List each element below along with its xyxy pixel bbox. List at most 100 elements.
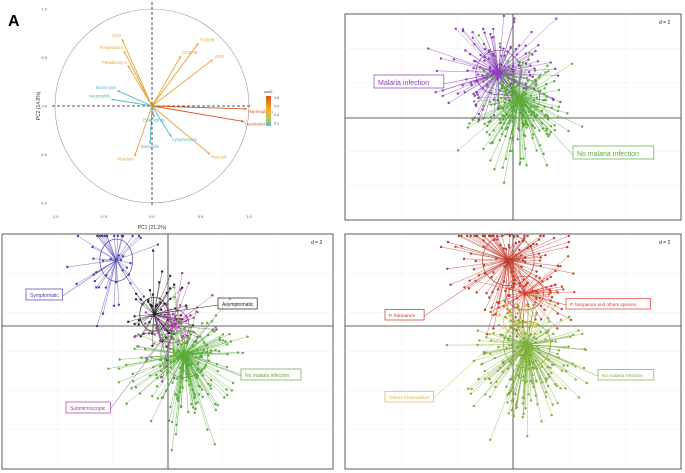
data-point bbox=[117, 367, 121, 370]
star-line bbox=[184, 311, 197, 355]
data-point bbox=[474, 103, 477, 106]
data-point bbox=[521, 259, 525, 262]
data-point bbox=[439, 245, 443, 249]
data-point bbox=[216, 369, 219, 373]
data-point bbox=[526, 234, 529, 238]
data-point bbox=[170, 449, 174, 452]
star-line bbox=[508, 242, 517, 261]
star-line bbox=[469, 260, 509, 281]
star-line bbox=[524, 293, 529, 305]
data-point bbox=[182, 327, 186, 330]
data-point bbox=[172, 347, 175, 350]
loading-arrow bbox=[116, 90, 153, 107]
group-label-box bbox=[384, 309, 425, 321]
data-point bbox=[133, 315, 136, 318]
data-point bbox=[461, 29, 465, 33]
star-line bbox=[527, 344, 585, 369]
data-point bbox=[472, 404, 476, 408]
star-line bbox=[526, 344, 532, 401]
data-point bbox=[535, 82, 538, 86]
star-line bbox=[113, 260, 117, 306]
data-point bbox=[516, 303, 519, 306]
data-point bbox=[477, 96, 481, 99]
data-point bbox=[553, 283, 557, 287]
star-line bbox=[508, 240, 524, 261]
data-point bbox=[538, 129, 541, 132]
data-point bbox=[517, 64, 521, 67]
star-line bbox=[116, 237, 141, 261]
data-point bbox=[536, 291, 540, 295]
data-point bbox=[467, 287, 471, 290]
data-point bbox=[582, 366, 586, 370]
data-point bbox=[472, 92, 475, 96]
star-line bbox=[486, 260, 509, 335]
data-point bbox=[457, 234, 461, 238]
data-point bbox=[542, 152, 545, 156]
star-line bbox=[518, 70, 536, 98]
star-line bbox=[508, 241, 520, 261]
data-point bbox=[163, 358, 167, 361]
star-line bbox=[472, 97, 520, 120]
data-point bbox=[534, 294, 538, 297]
star-line bbox=[184, 353, 203, 358]
data-point bbox=[521, 239, 525, 243]
star-line bbox=[116, 260, 128, 268]
data-point bbox=[488, 133, 491, 136]
data-point bbox=[471, 36, 474, 39]
star-line bbox=[116, 244, 159, 261]
data-point bbox=[492, 234, 495, 238]
data-point bbox=[566, 364, 569, 367]
star-line bbox=[522, 320, 528, 345]
data-point bbox=[173, 296, 176, 299]
data-point bbox=[525, 100, 528, 103]
variable-label: Platelets bbox=[117, 156, 133, 161]
data-point bbox=[565, 369, 568, 373]
data-point bbox=[496, 288, 500, 291]
data-point bbox=[577, 329, 580, 332]
panel-a-y-tick: -0.5 bbox=[40, 152, 48, 157]
data-point bbox=[427, 47, 430, 50]
data-point bbox=[150, 332, 154, 335]
data-point bbox=[554, 269, 557, 273]
loading-arrowhead bbox=[149, 141, 152, 144]
data-point bbox=[509, 389, 513, 393]
data-point bbox=[482, 80, 485, 83]
data-point bbox=[483, 377, 487, 381]
star-line bbox=[77, 235, 117, 261]
data-point bbox=[531, 75, 535, 78]
variable-label: Temperature bbox=[99, 45, 123, 50]
data-point bbox=[474, 91, 478, 94]
star-line bbox=[498, 54, 533, 73]
star-line bbox=[505, 249, 509, 261]
star-line bbox=[517, 344, 528, 348]
star-line bbox=[526, 344, 553, 405]
data-point bbox=[508, 343, 511, 347]
data-point bbox=[472, 100, 476, 103]
data-point bbox=[509, 311, 512, 314]
data-point bbox=[501, 85, 505, 88]
loading-arrowhead bbox=[178, 55, 182, 59]
data-point bbox=[517, 319, 520, 322]
data-point bbox=[523, 93, 527, 96]
data-point bbox=[109, 257, 112, 261]
group-ellipse bbox=[160, 330, 209, 378]
star-line bbox=[502, 86, 520, 98]
data-point bbox=[218, 338, 221, 342]
star-line bbox=[508, 340, 528, 346]
star-line bbox=[145, 323, 173, 327]
variable-label: CCMHB bbox=[182, 50, 198, 55]
data-point bbox=[517, 308, 520, 312]
data-point bbox=[546, 365, 550, 369]
star-line bbox=[164, 353, 185, 360]
star-line bbox=[508, 259, 526, 263]
loading-arrowhead bbox=[117, 90, 121, 93]
star-line bbox=[526, 294, 529, 345]
star-line bbox=[519, 97, 568, 114]
data-point bbox=[507, 74, 510, 77]
data-point bbox=[508, 334, 512, 338]
data-point bbox=[491, 76, 495, 80]
data-point bbox=[91, 245, 94, 249]
loading-arrowhead bbox=[210, 59, 214, 63]
star-line bbox=[527, 344, 559, 351]
data-point bbox=[526, 86, 529, 90]
